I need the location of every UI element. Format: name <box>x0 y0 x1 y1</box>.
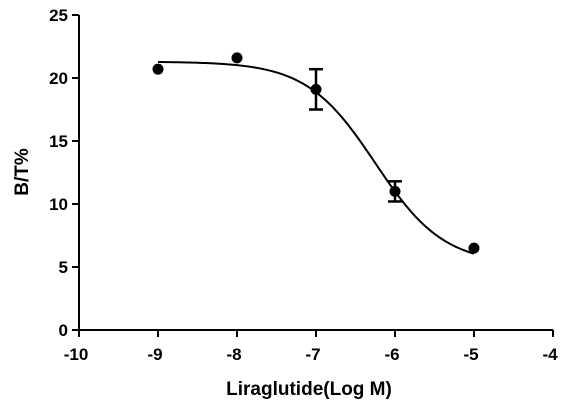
x-tick-label: -7 <box>305 345 320 364</box>
x-tick-label: -6 <box>384 345 399 364</box>
data-point <box>152 63 164 75</box>
y-tick-label: 15 <box>49 132 68 151</box>
y-axis-title: B/T% <box>12 148 33 196</box>
data-point <box>231 52 243 64</box>
x-tick-label: -5 <box>463 345 478 364</box>
y-tick-label: 5 <box>59 258 68 277</box>
data-points-layer <box>152 52 480 254</box>
x-tick-label: -4 <box>542 345 558 364</box>
x-tick-label: -8 <box>226 345 241 364</box>
y-tick-label: 0 <box>59 321 68 340</box>
y-tick-label: 25 <box>49 6 68 25</box>
data-point <box>389 185 401 197</box>
x-axis-title: Liraglutide(Log M) <box>226 379 392 400</box>
y-tick-label: 10 <box>49 195 68 214</box>
data-point <box>468 242 480 254</box>
x-tick-label: -10 <box>64 345 89 364</box>
data-point <box>310 83 322 95</box>
axes: 0 5 10 15 20 25 -10 -9 -8 -7 -6 -5 -4 <box>49 6 558 364</box>
y-tick-label: 20 <box>49 69 68 88</box>
x-tick-label: -9 <box>147 345 162 364</box>
